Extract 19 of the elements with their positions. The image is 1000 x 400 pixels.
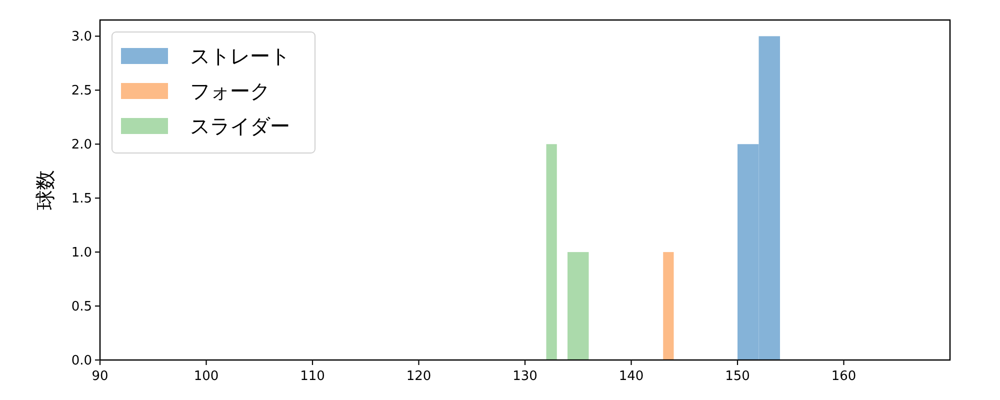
x-tick-label: 130 [512,369,538,384]
x-tick-label: 100 [194,369,219,384]
x-tick-label: 140 [618,369,644,384]
x-tick-label: 160 [831,369,856,384]
y-tick-label: 0.0 [71,354,92,368]
y-tick-label: 2.5 [71,84,92,99]
y-tick-label: 2.0 [71,138,92,153]
y-tick-label: 3.0 [71,30,92,45]
x-tick-label: 120 [406,369,432,384]
x-tick-label: 90 [92,369,108,384]
legend-label: ストレート [190,44,290,68]
y-tick-label: 0.5 [71,300,92,315]
y-axis-title: 球数 [33,170,57,210]
legend-label: フォーク [190,79,270,103]
x-tick-label: 110 [300,369,325,384]
x-tick-label: 150 [725,369,750,384]
y-tick-label: 1.0 [71,246,92,261]
y-tick-label: 1.5 [71,192,92,207]
legend-label: スライダー [190,114,290,138]
